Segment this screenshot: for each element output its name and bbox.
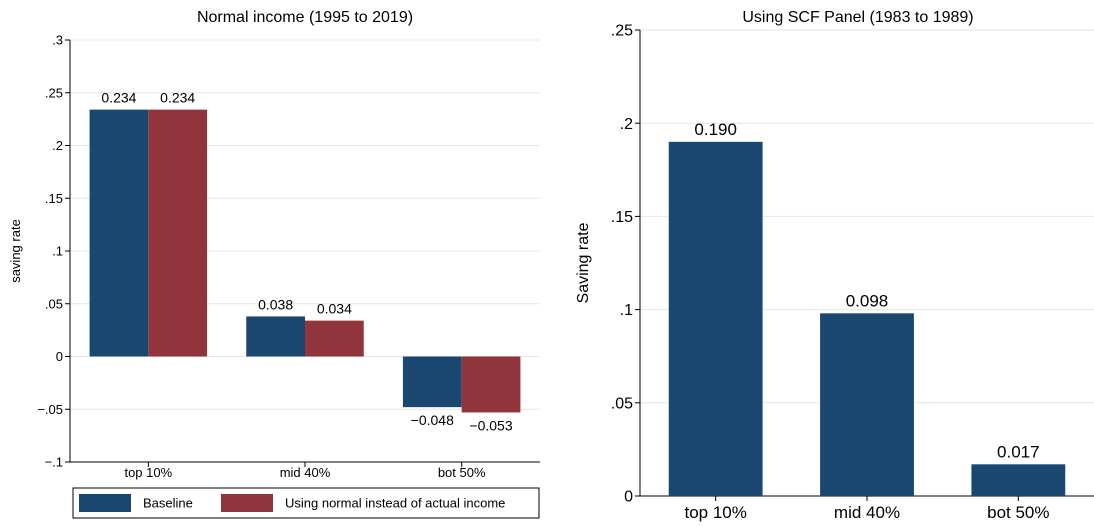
right-ytick-label: 0 [624, 489, 633, 506]
legend-label: Baseline [143, 496, 193, 511]
left-bar [246, 316, 305, 357]
legend-label: Using normal instead of actual income [285, 496, 505, 511]
left-ytick-label: .3 [52, 33, 63, 48]
right-ytick-label: .25 [611, 23, 633, 40]
right-xtick-label: mid 40% [834, 503, 900, 522]
left-ytick-label: −.05 [37, 402, 63, 417]
right-bar [668, 141, 763, 496]
left-bar-value-label: 0.034 [317, 301, 352, 317]
right-chart-title: Using SCF Panel (1983 to 1989) [742, 9, 973, 26]
legend-swatch [79, 494, 131, 512]
left-chart-title: Normal income (1995 to 2019) [197, 9, 413, 26]
legend-box [72, 487, 540, 519]
right-ytick-label: .15 [611, 209, 633, 226]
left-bar [461, 356, 521, 413]
right-xtick-label: bot 50% [987, 503, 1049, 522]
left-bar-value-label: −0.053 [469, 417, 512, 433]
right-bar-value-label: 0.017 [997, 442, 1040, 461]
right-ytick-label: .2 [620, 116, 633, 133]
right-chart: 0 .05 .1 .15 .2 .25 Using SCF Panel (1983 to 1… [575, 9, 1094, 522]
left-bar-value-label: −0.048 [411, 412, 454, 428]
left-bar-value-label: 0.038 [258, 296, 293, 312]
left-ytick-label: .2 [52, 138, 63, 153]
left-xtick-label: mid 40% [280, 465, 331, 480]
left-bar-value-label: 0.234 [101, 90, 136, 106]
left-ytick-label: −.1 [45, 455, 63, 470]
right-bar-value-label: 0.190 [694, 120, 737, 139]
right-xtick-label: top 10% [684, 503, 746, 522]
right-bar-value-label: 0.098 [846, 291, 889, 310]
legend-swatch [221, 494, 273, 512]
right-ytick-label: .05 [611, 395, 633, 412]
left-bar [148, 109, 208, 357]
left-ytick-label: 0 [56, 349, 63, 364]
right-bar [971, 464, 1066, 496]
left-xtick-label: bot 50% [438, 465, 486, 480]
left-ytick-label: .15 [45, 191, 63, 206]
left-bar [89, 109, 149, 357]
right-ytick-label: .1 [620, 302, 633, 319]
left-y-axis-label: saving rate [8, 219, 23, 283]
left-chart: −.1 −.05 0 .05 .1 .15 .2 .25 .3 Normal income (19… [8, 9, 540, 519]
left-bar [402, 356, 462, 408]
left-legend: Baseline Using normal instead of actual i… [72, 487, 540, 519]
left-ytick-label: .1 [52, 244, 63, 259]
left-xtick-label: top 10% [124, 465, 172, 480]
left-ytick-label: .25 [45, 85, 63, 100]
right-bar [820, 313, 914, 496]
left-bar [305, 320, 364, 357]
left-bar-value-label: 0.234 [160, 90, 195, 106]
left-ytick-label: .05 [45, 296, 63, 311]
right-y-axis-label: Saving rate [575, 222, 592, 303]
